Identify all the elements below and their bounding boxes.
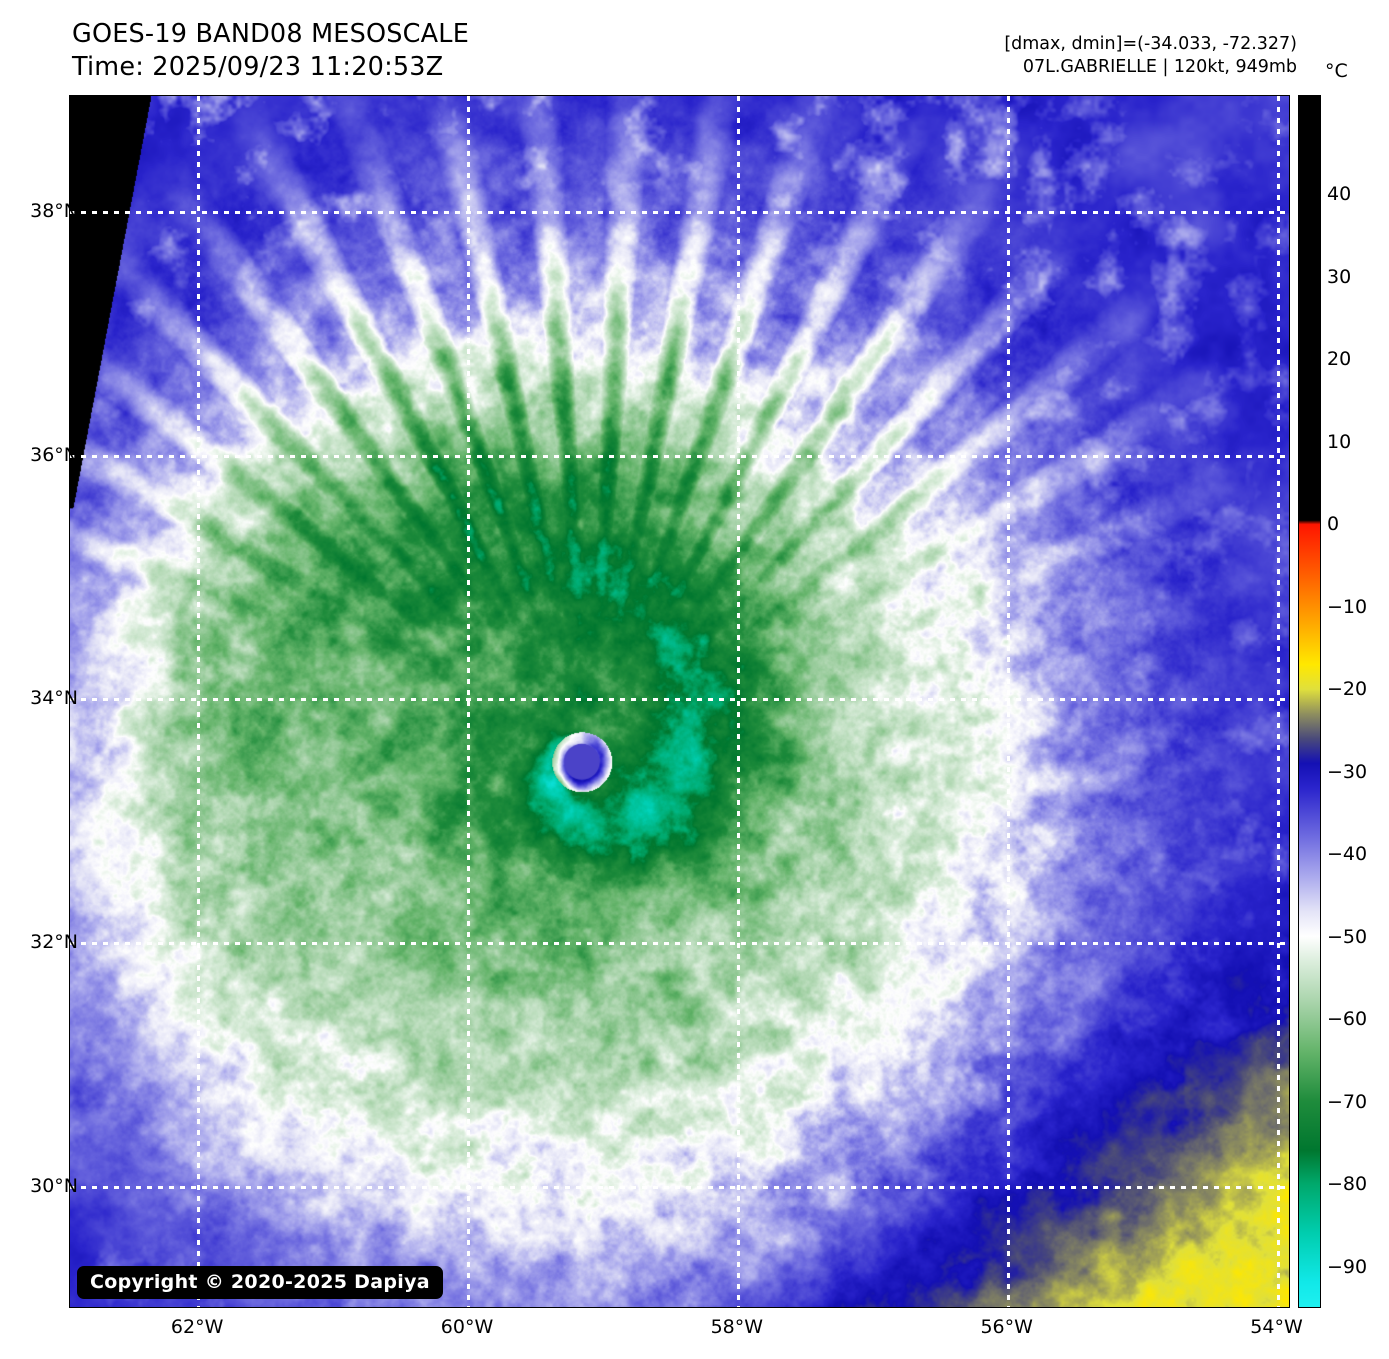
- title-block: GOES-19 BAND08 MESOSCALE Time: 2025/09/2…: [72, 18, 469, 84]
- satellite-map[interactable]: Copyright © 2020-2025 Dapiya: [69, 95, 1290, 1308]
- colorbar-tick-label: −30: [1327, 760, 1368, 783]
- colorbar-tick-label: −80: [1327, 1173, 1368, 1196]
- colorbar-tick-label: −20: [1327, 678, 1368, 701]
- longitude-tick-label: 60°W: [440, 1316, 494, 1338]
- product-title: GOES-19 BAND08 MESOSCALE: [72, 19, 470, 49]
- colorbar-tick-label: −60: [1327, 1008, 1368, 1031]
- infrared-imagery-canvas: [70, 96, 1289, 1307]
- latitude-tick-label: 34°N: [30, 687, 78, 710]
- colorbar-tick-label: 10: [1327, 430, 1352, 453]
- longitude-tick-label: 54°W: [1250, 1316, 1303, 1338]
- latitude-tick-label: 30°N: [30, 1175, 78, 1198]
- colorbar-tick-label: 40: [1327, 183, 1352, 206]
- colorbar-tick-label: 30: [1327, 265, 1352, 288]
- copyright-watermark: Copyright © 2020-2025 Dapiya: [77, 1266, 443, 1299]
- colorbar-tick-label: −90: [1327, 1255, 1368, 1278]
- colorbar-tick-label: −70: [1327, 1090, 1368, 1113]
- storm-identifier: 07L.GABRIELLE | 120kt, 949mb: [1022, 57, 1297, 78]
- storm-metadata-block: [dmax, dmin]=(-34.033, -72.327) 07L.GABR…: [1004, 33, 1297, 79]
- colorbar-tick-label: −40: [1327, 843, 1368, 866]
- colorbar-unit-label: °C: [1325, 60, 1348, 82]
- temperature-colorbar: [1298, 95, 1321, 1308]
- latitude-tick-label: 38°N: [30, 199, 78, 222]
- colorbar-tick-label: 20: [1327, 348, 1352, 371]
- observation-time: Time: 2025/09/23 11:20:53Z: [72, 52, 444, 83]
- latitude-tick-label: 36°N: [30, 443, 78, 466]
- colorbar-tick-label: −50: [1327, 925, 1368, 948]
- colorbar-gradient: [1299, 96, 1320, 1307]
- longitude-tick-label: 62°W: [170, 1316, 224, 1338]
- latitude-tick-label: 32°N: [30, 931, 78, 954]
- colorbar-tick-label: 0: [1327, 513, 1340, 536]
- longitude-tick-label: 58°W: [710, 1316, 764, 1338]
- longitude-tick-label: 56°W: [980, 1316, 1033, 1338]
- dmax-dmin-readout: [dmax, dmin]=(-34.033, -72.327): [1004, 34, 1297, 54]
- colorbar-tick-label: −10: [1327, 595, 1368, 618]
